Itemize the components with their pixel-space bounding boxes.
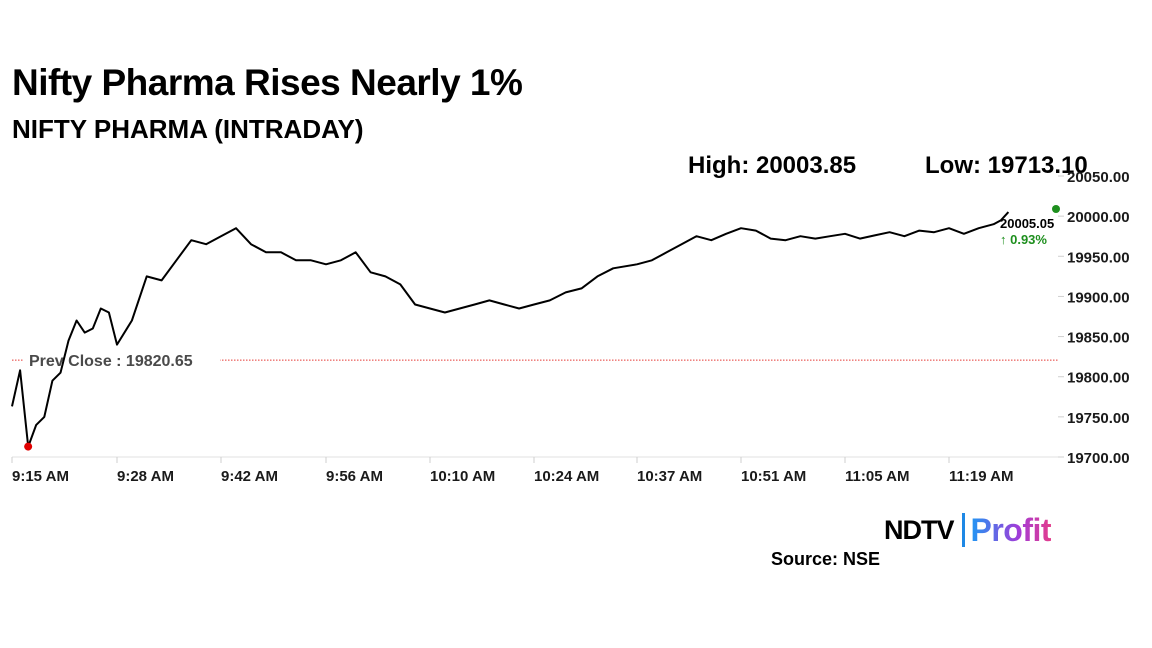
- brand-profit: Profit: [970, 511, 1052, 548]
- y-tick-label: 19700.00: [1067, 450, 1130, 467]
- x-tick-label: 10:10 AM: [430, 468, 495, 485]
- x-tick-label: 9:42 AM: [221, 468, 278, 485]
- x-tick-label: 10:24 AM: [534, 468, 599, 485]
- y-tick-label: 19750.00: [1067, 410, 1130, 427]
- source-note: Source: NSE: [771, 549, 881, 569]
- y-tick-label: 19800.00: [1067, 370, 1130, 387]
- low-value: Low: 19713.10: [925, 152, 1088, 179]
- price-series-line: [11, 211, 1010, 448]
- x-tick-label: 11:19 AM: [949, 468, 1013, 485]
- chart-subtitle: NIFTY PHARMA (INTRADAY): [12, 114, 364, 144]
- chart-axes: 19700.00 19750.00 19800.00 19850.00 19900.00…: [11, 169, 1130, 485]
- x-tick-label: 9:15 AM: [12, 468, 69, 485]
- last-value-label: 20005.05: [1000, 216, 1054, 231]
- x-tick-label: 10:51 AM: [741, 468, 806, 485]
- prev-close-layer: Prev Close : 19820.65: [12, 350, 1058, 371]
- y-tick-label: 19900.00: [1067, 289, 1130, 306]
- x-tick-label: 9:56 AM: [326, 468, 383, 485]
- ndtv-profit-logo: NDTV Profit: [884, 510, 1052, 550]
- prev-close-label: Prev Close : 19820.65: [29, 353, 193, 370]
- y-tick-label: 19950.00: [1067, 249, 1130, 266]
- low-point-marker: [24, 442, 33, 451]
- high-value: High: 20003.85: [688, 152, 857, 179]
- prev-close-label-bg: [24, 350, 220, 371]
- brand-ndtv: NDTV: [884, 514, 954, 545]
- chart-title: Nifty Pharma Rises Nearly 1%: [12, 62, 523, 103]
- y-tick-label: 20000.00: [1067, 209, 1130, 226]
- last-point-marker: [1052, 205, 1060, 213]
- x-tick-label: 9:28 AM: [117, 468, 174, 485]
- x-tick-label: 10:37 AM: [637, 468, 702, 485]
- y-tick-label: 19850.00: [1067, 330, 1130, 347]
- brand-divider: [961, 513, 965, 547]
- x-tick-label: 11:05 AM: [845, 468, 909, 485]
- last-change-label: ↑ 0.93%: [1000, 232, 1047, 247]
- y-tick-label: 20050.00: [1067, 169, 1130, 186]
